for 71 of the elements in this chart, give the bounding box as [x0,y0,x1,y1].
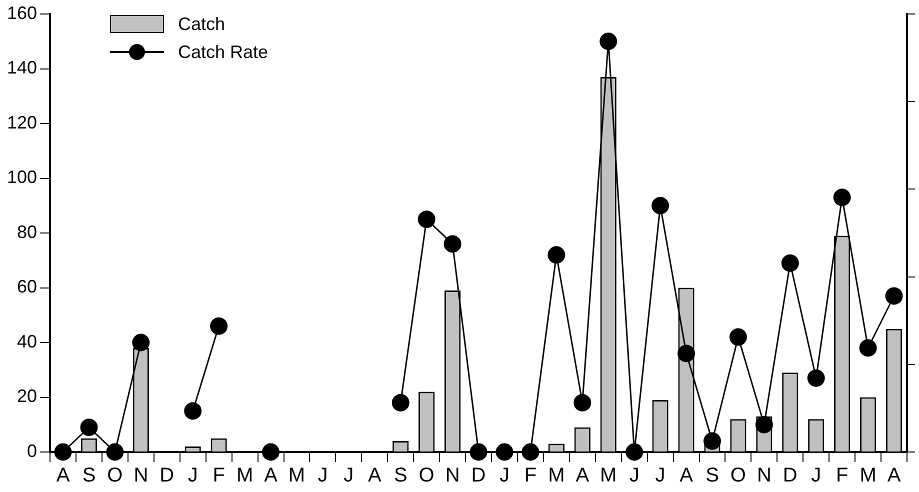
point [184,402,202,420]
x-tick-label: J [188,464,198,487]
point [392,394,410,412]
point [626,443,644,461]
point [444,235,462,253]
point [652,196,670,214]
y-tick-label: 80 [17,222,38,242]
point [859,339,877,357]
point [470,443,488,461]
x-tick-label: F [524,464,537,487]
point [548,246,566,264]
x-tick-label: M [600,464,617,487]
x-tick-label: F [212,464,225,487]
point [522,443,540,461]
point [703,432,721,450]
point [678,344,696,362]
point [574,394,592,412]
point [54,443,72,461]
point [80,418,98,436]
y-tick-label: 60 [17,276,38,297]
point [781,254,799,272]
x-tick-label: N [445,464,460,487]
x-tick-label: D [471,464,486,487]
x-tick-label: A [56,464,70,487]
y-tick-label: 140 [6,58,38,78]
x-tick-label: D [782,464,798,487]
x-tick-label: M [236,464,254,487]
x-tick-label: J [499,464,510,487]
x-tick-label: S [82,464,96,487]
x-tick-label: J [655,464,666,487]
x-tick-label: A [368,464,382,487]
x-tick-label: F [836,464,848,487]
x-tick-label: S [706,464,719,487]
x-tick-label: D [160,464,174,487]
y-tick-label: 160 [6,2,38,23]
y-tick-label: 120 [6,112,38,132]
legend-label: Catch [178,14,226,34]
x-tick-label: O [730,464,746,487]
x-tick-label: O [418,464,434,487]
x-tick-label: A [264,464,278,487]
x-tick-label: J [811,464,822,487]
x-tick-label: N [756,464,772,487]
point [496,443,514,461]
point [262,443,280,461]
point [807,369,825,387]
y-tick-label: 0 [27,440,38,461]
point [729,328,747,346]
y-tick-label: 20 [17,386,38,406]
x-tick-label: J [629,464,640,487]
point [106,443,124,461]
x-tick-label: M [548,464,565,487]
x-tick-label: M [288,464,306,487]
x-tick-label: M [860,464,876,487]
point [418,210,436,228]
x-tick-label: J [318,464,328,487]
point [885,287,903,305]
y-tick-label: 40 [17,331,38,352]
x-tick-label: N [134,464,148,487]
point [755,416,773,434]
point [210,317,228,335]
x-tick-label: J [344,464,354,487]
x-tick-label: O [107,464,123,487]
x-tick-label: A [680,464,694,487]
x-tick-label: A [576,464,590,487]
y-tick-label: 100 [6,167,38,188]
point [833,188,851,206]
point [132,334,150,352]
point [600,32,618,50]
x-tick-label: S [394,464,408,487]
legend-label: Catch Rate [178,42,268,62]
x-tick-label: A [887,464,902,487]
